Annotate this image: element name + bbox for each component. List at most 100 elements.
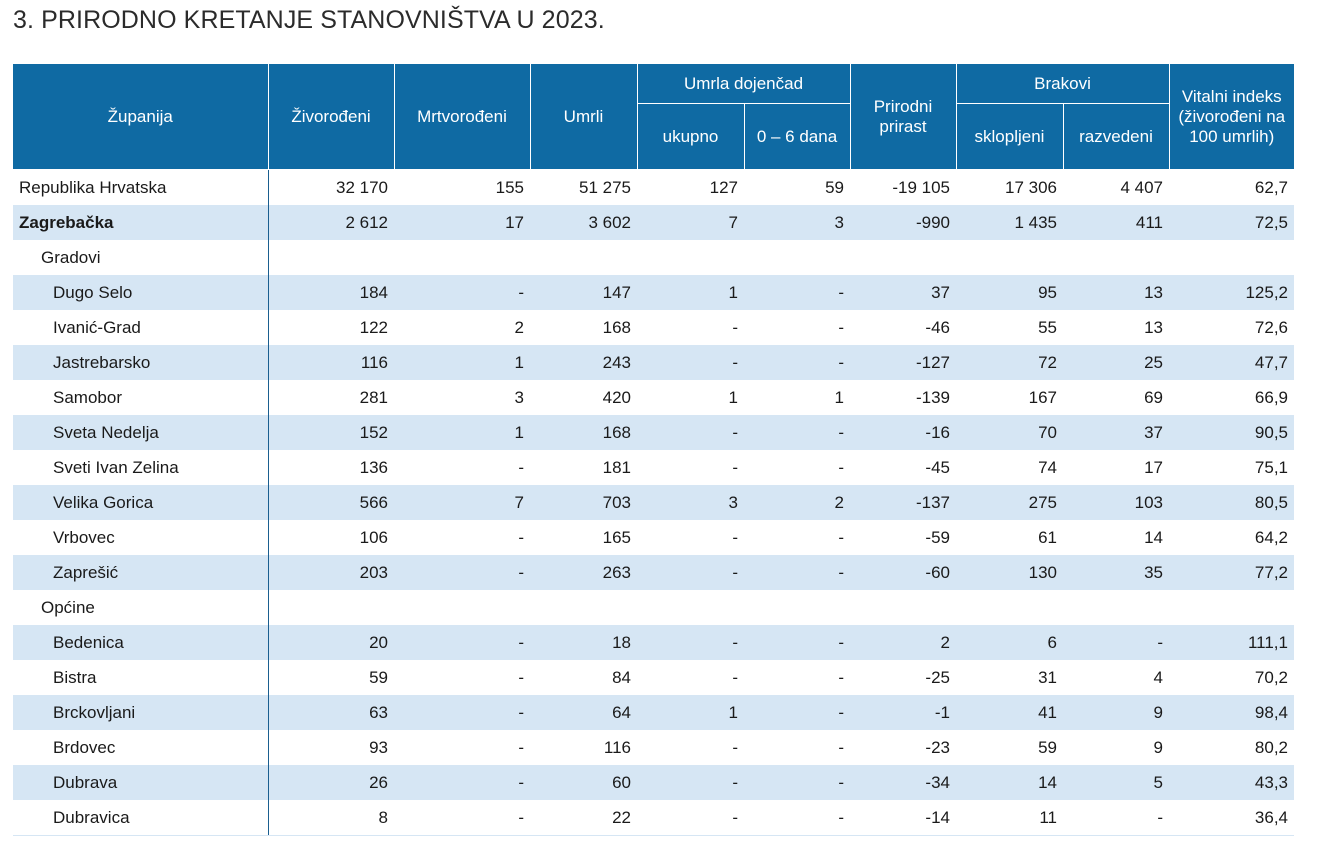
cell-umrli: 181	[602, 458, 631, 477]
cell-brakovi-sklopljeni: 130	[956, 555, 1063, 590]
cell-umrli: 3 602	[530, 205, 637, 240]
header-sklopljeni: sklopljeni	[955, 103, 1064, 170]
cell-dojencad-0-6: -	[744, 415, 850, 450]
cell-umrli: 64	[530, 695, 637, 730]
cell-dojencad-0-6	[744, 590, 850, 625]
cell-prirodni-prirast	[850, 240, 956, 275]
cell-umrli: 84	[612, 668, 631, 687]
table-row: Sveta Nedelja 152 1 168- - -16 70 37 90,5	[13, 415, 1294, 450]
cell-zivorodeni: 566	[268, 485, 394, 520]
cell-dojencad-0-6	[744, 240, 850, 275]
cell-dojencad-ukupno: -	[732, 738, 738, 757]
cell-mrtvorodeni: 155	[495, 178, 524, 197]
cell-zivorodeni: 203	[268, 555, 394, 590]
cell-vitalni-indeks: 43,3	[1169, 765, 1294, 800]
cell-dojencad-0-6: 1	[834, 388, 844, 407]
population-table: Županija Živorođeni Mrtvorođeni Umrli Um…	[13, 63, 1294, 836]
cell-brakovi-sklopljeni: 31	[1038, 668, 1057, 687]
cell-dojencad-0-6: -	[744, 555, 850, 590]
header-0-6-dana: 0 – 6 dana	[743, 103, 851, 170]
cell-brakovi-razvedeni: 37	[1063, 415, 1169, 450]
cell-prirodni-prirast: -45	[925, 458, 950, 477]
cell-zivorodeni: 281	[359, 388, 388, 407]
cell-vitalni-indeks: 77,2	[1169, 555, 1294, 590]
table-row: Dubrava 26-60- - -34 14 5 43,3	[13, 765, 1294, 800]
cell-zivorodeni: 26	[268, 765, 394, 800]
cell-mrtvorodeni: -	[394, 555, 530, 590]
cell-brakovi-sklopljeni: 72	[956, 345, 1063, 380]
cell-mrtvorodeni: -	[518, 458, 524, 477]
cell-dojencad-ukupno: 3	[637, 485, 744, 520]
cell-prirodni-prirast	[850, 590, 956, 625]
cell-mrtvorodeni: 3	[514, 388, 524, 407]
cell-brakovi-razvedeni: 13	[1144, 318, 1163, 337]
table-header: Županija Živorođeni Mrtvorođeni Umrli Um…	[13, 63, 1294, 170]
cell-dojencad-ukupno: -	[637, 800, 744, 836]
cell-brakovi-sklopljeni: 6	[956, 625, 1063, 660]
cell-brakovi-sklopljeni: 275	[956, 485, 1063, 520]
cell-dojencad-0-6: -	[744, 800, 850, 836]
cell-dojencad-0-6: -	[838, 668, 844, 687]
cell-vitalni-indeks: 98,4	[1169, 695, 1294, 730]
cell-vitalni-indeks: 125,2	[1169, 275, 1294, 310]
cell-dojencad-ukupno: -	[732, 318, 738, 337]
cell-zivorodeni: 184	[268, 275, 394, 310]
cell-vitalni-indeks: 47,7	[1169, 345, 1294, 380]
cell-vitalni-indeks: 80,5	[1169, 485, 1294, 520]
cell-vitalni-indeks: 111,1	[1169, 625, 1294, 660]
row-name: Jastrebarsko	[13, 345, 269, 380]
cell-brakovi-razvedeni: 25	[1063, 345, 1169, 380]
cell-brakovi-sklopljeni: 1 435	[956, 205, 1063, 240]
cell-zivorodeni: 8	[268, 800, 394, 836]
cell-prirodni-prirast: -139	[915, 388, 950, 407]
cell-zivorodeni	[268, 240, 394, 275]
cell-dojencad-ukupno: -	[637, 345, 744, 380]
cell-prirodni-prirast: -137	[850, 485, 956, 520]
cell-mrtvorodeni	[394, 590, 530, 625]
table-body: Republika Hrvatska 32 170 155 51 275 127 59 -1…	[13, 169, 1294, 836]
row-name: Velika Gorica	[13, 485, 269, 520]
cell-prirodni-prirast: -34	[850, 765, 956, 800]
row-name: Zagrebačka	[13, 205, 269, 240]
cell-umrli: 147	[530, 275, 637, 310]
table-row: Samobor 281 3 420 1 1 -139 167 69 66,9	[13, 380, 1294, 415]
cell-umrli: 703	[530, 485, 637, 520]
cell-brakovi-razvedeni: -	[1063, 800, 1169, 836]
cell-mrtvorodeni: -	[394, 625, 530, 660]
header-vitalni-indeks: Vitalni indeks (živorođeni na 100 umrlih…	[1168, 63, 1294, 170]
header-zivorodeni: Živorođeni	[267, 63, 395, 170]
cell-brakovi-sklopljeni: 167	[1028, 388, 1057, 407]
cell-umrli: 243	[530, 345, 637, 380]
cell-mrtvorodeni: -	[394, 765, 530, 800]
row-name: Bistra	[13, 660, 269, 695]
row-name: Republika Hrvatska	[13, 169, 269, 205]
cell-zivorodeni: 20	[268, 625, 394, 660]
cell-dojencad-0-6: -	[744, 695, 850, 730]
cell-vitalni-indeks: 62,7	[1254, 178, 1288, 197]
cell-mrtvorodeni: 1	[394, 345, 530, 380]
table-row: Dubravica 8-22- - -14 11-36,4	[13, 800, 1294, 836]
cell-prirodni-prirast: -46	[925, 318, 950, 337]
cell-dojencad-0-6: -	[838, 738, 844, 757]
cell-mrtvorodeni: 1	[394, 415, 530, 450]
cell-vitalni-indeks	[1169, 590, 1294, 625]
cell-prirodni-prirast: -60	[850, 555, 956, 590]
cell-dojencad-ukupno	[637, 590, 744, 625]
cell-dojencad-0-6: -	[838, 528, 844, 547]
cell-dojencad-ukupno: -	[732, 668, 738, 687]
cell-umrli: 60	[530, 765, 637, 800]
cell-dojencad-ukupno: 1	[637, 695, 744, 730]
cell-brakovi-razvedeni: 9	[1063, 695, 1169, 730]
row-name: Vrbovec	[13, 520, 269, 555]
cell-umrli: 51 275	[579, 178, 631, 197]
row-name: Općine	[13, 590, 269, 625]
table-row: Vrbovec 106 - 165 - - -59 61 14 64,2	[13, 520, 1294, 555]
cell-brakovi-sklopljeni: 61	[1038, 528, 1057, 547]
cell-dojencad-0-6: -	[744, 625, 850, 660]
row-name: Gradovi	[13, 240, 269, 275]
cell-umrli: 165	[602, 528, 631, 547]
cell-brakovi-razvedeni	[1063, 240, 1169, 275]
cell-brakovi-sklopljeni	[956, 240, 1063, 275]
cell-zivorodeni: 32 170	[336, 178, 388, 197]
header-mrtvorodeni: Mrtvorođeni	[393, 63, 531, 170]
